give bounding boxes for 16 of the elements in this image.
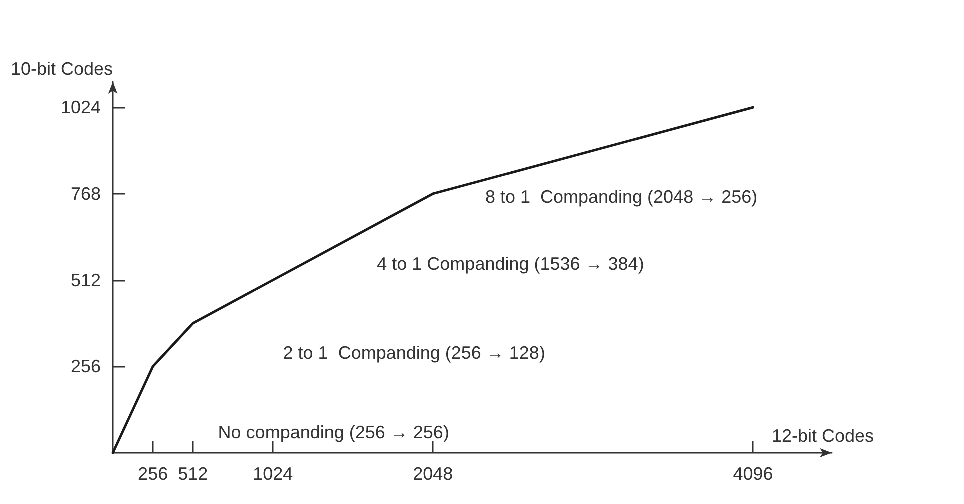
annotation: No companding (256 → 256) <box>218 422 450 443</box>
x-tick-label: 512 <box>178 464 208 484</box>
annotation: 8 to 1 Companding (2048 → 256) <box>485 187 758 208</box>
y-tick-label: 768 <box>71 184 102 204</box>
annotation: 2 to 1 Companding (256 → 128) <box>283 342 546 363</box>
x-tick-label: 2048 <box>413 464 454 484</box>
y-tick-label: 1024 <box>61 98 102 118</box>
x-tick-label: 256 <box>138 464 168 484</box>
x-tick-label: 4096 <box>733 464 774 484</box>
x-tick-label: 1024 <box>253 464 294 484</box>
annotation: 4 to 1 Companding (1536 → 384) <box>377 254 644 274</box>
y-tick-label: 512 <box>71 270 102 290</box>
line-series <box>112 106 754 454</box>
y-tick-label: 256 <box>71 356 102 377</box>
y-axis-title: 10-bit Codes <box>10 59 114 79</box>
x-axis-title: 12-bit Codes <box>772 426 874 446</box>
